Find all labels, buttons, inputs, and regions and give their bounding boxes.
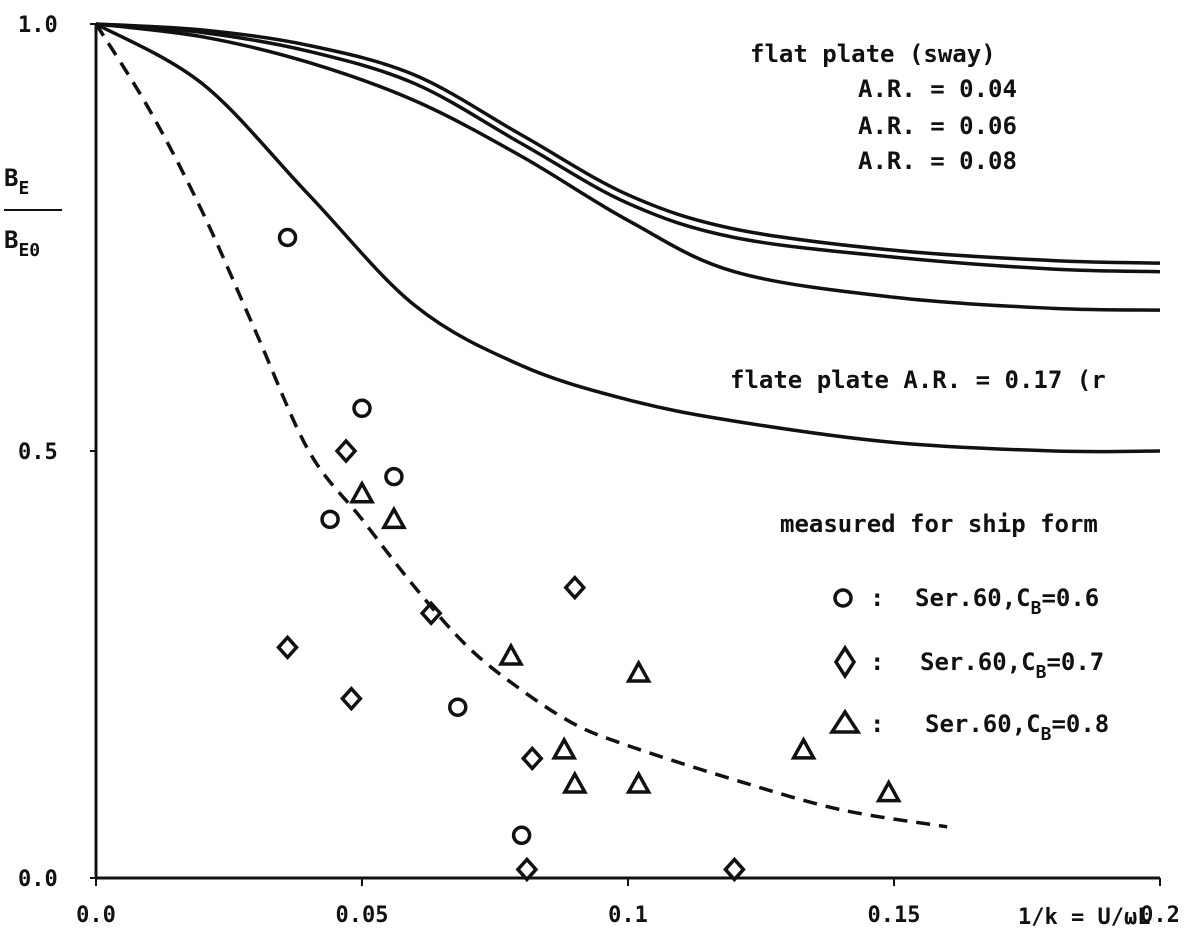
diamond-marker xyxy=(340,686,363,712)
annotation-ar-008: A.R. = 0.08 xyxy=(858,147,1017,175)
curve-0 xyxy=(95,22,1161,265)
triangle-marker xyxy=(349,480,375,504)
legend-diamond-marker xyxy=(833,644,857,680)
annotation-ar-006: A.R. = 0.06 xyxy=(858,112,1017,140)
diamond-marker xyxy=(515,856,539,883)
legend-sep: : xyxy=(870,584,884,612)
triangle-marker xyxy=(551,736,578,760)
legend: : Ser.60,CB=0.6 : Ser.60,CB=0.7 : Ser.60… xyxy=(828,584,1109,745)
legend-sub: B xyxy=(1031,598,1042,619)
x-tick-label-1: 0.05 xyxy=(336,903,389,928)
curve-3 xyxy=(95,22,1161,454)
legend-sub: B xyxy=(1036,662,1047,683)
legend-item-diamond: : Ser.60,CB=0.7 xyxy=(833,644,1104,683)
x-tick-label-0: 0.0 xyxy=(76,903,116,928)
triangle-marker xyxy=(497,642,524,666)
circle-marker xyxy=(277,227,298,248)
y-tick-label-1: 0.5 xyxy=(18,440,58,465)
diamond-marker xyxy=(419,600,443,626)
svg-text:BE: BE xyxy=(4,164,29,199)
diamond-marker xyxy=(520,745,544,772)
svg-text:Ser.60,CB=0.7: Ser.60,CB=0.7 xyxy=(920,648,1104,683)
svg-text:Ser.60,CB=0.6: Ser.60,CB=0.6 xyxy=(915,584,1099,619)
legend-triangle-marker xyxy=(828,708,862,734)
annotation-flat-plate-sway: flat plate (sway) xyxy=(750,40,996,68)
legend-tail: =0.8 xyxy=(1051,710,1109,738)
circle-marker xyxy=(320,509,340,530)
x-tick-label-2: 0.1 xyxy=(608,903,648,928)
diamond-marker xyxy=(276,634,299,661)
legend-text: Ser.60,C xyxy=(915,584,1031,612)
circle-marker xyxy=(352,398,372,419)
svg-text:Ser.60,CB=0.8: Ser.60,CB=0.8 xyxy=(925,710,1109,745)
circle-marker xyxy=(384,466,404,487)
annotation-ar-004: A.R. = 0.04 xyxy=(858,75,1017,103)
triangle-marker xyxy=(625,659,652,683)
annotation-flate-plate-017: flate plate A.R. = 0.17 (r xyxy=(730,366,1106,394)
legend-circle-marker xyxy=(833,588,853,608)
y-axis-label: BE BE0 xyxy=(4,164,62,261)
curve-2 xyxy=(95,22,1161,312)
y-label-num-sub: E xyxy=(18,178,29,199)
annotation-measured-ship-form: measured for ship form xyxy=(780,510,1098,538)
legend-tail: =0.7 xyxy=(1046,648,1104,676)
circle-marker xyxy=(511,825,532,846)
y-tick-label-0: 0.0 xyxy=(18,867,58,892)
triangle-marker xyxy=(561,770,588,794)
legend-sep: : xyxy=(870,710,884,738)
y-label-den: B xyxy=(4,226,18,254)
legend-text: Ser.60,C xyxy=(920,648,1036,676)
triangle-marker xyxy=(875,778,902,803)
y-label-den-sub: E0 xyxy=(18,240,40,261)
tick-layer: 0.0 0.05 0.1 0.15 0.2 0.0 0.5 1.0 xyxy=(18,13,1180,928)
circle-marker xyxy=(448,697,468,717)
triangle-marker xyxy=(625,770,652,794)
x-tick-label-3: 0.15 xyxy=(868,903,921,928)
diamond-marker xyxy=(334,438,358,464)
legend-item-triangle: : Ser.60,CB=0.8 xyxy=(828,708,1109,745)
triangle-marker xyxy=(380,505,407,530)
curve-layer xyxy=(94,22,1161,829)
y-tick-label-2: 1.0 xyxy=(18,13,58,38)
x-tick-label-4: 0.2 xyxy=(1140,903,1180,928)
legend-sep: : xyxy=(870,648,884,676)
dashed-fit-curve xyxy=(94,23,948,829)
legend-text: Ser.60,C xyxy=(925,710,1041,738)
diamond-marker xyxy=(723,856,746,883)
y-label-num: B xyxy=(4,164,18,192)
marker-layer xyxy=(276,227,902,883)
legend-item-circle: : Ser.60,CB=0.6 xyxy=(833,584,1099,619)
legend-tail: =0.6 xyxy=(1041,584,1099,612)
svg-text:BE0: BE0 xyxy=(4,226,40,261)
x-axis-label: 1/k = U/ωL xyxy=(1018,905,1150,930)
diamond-marker xyxy=(563,575,587,601)
triangle-marker xyxy=(790,736,817,760)
curve-1 xyxy=(95,22,1161,274)
legend-sub: B xyxy=(1041,724,1052,745)
